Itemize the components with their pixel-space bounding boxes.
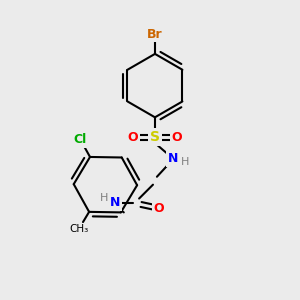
Text: Br: Br <box>147 28 163 40</box>
Text: H: H <box>181 157 189 167</box>
Text: O: O <box>154 202 164 215</box>
Text: CH₃: CH₃ <box>69 224 88 234</box>
Text: S: S <box>150 130 160 144</box>
Text: N: N <box>110 196 121 209</box>
Text: N: N <box>168 152 178 165</box>
Text: H: H <box>100 193 109 202</box>
Text: O: O <box>128 130 139 144</box>
Text: Cl: Cl <box>74 133 87 146</box>
Text: O: O <box>171 130 182 144</box>
